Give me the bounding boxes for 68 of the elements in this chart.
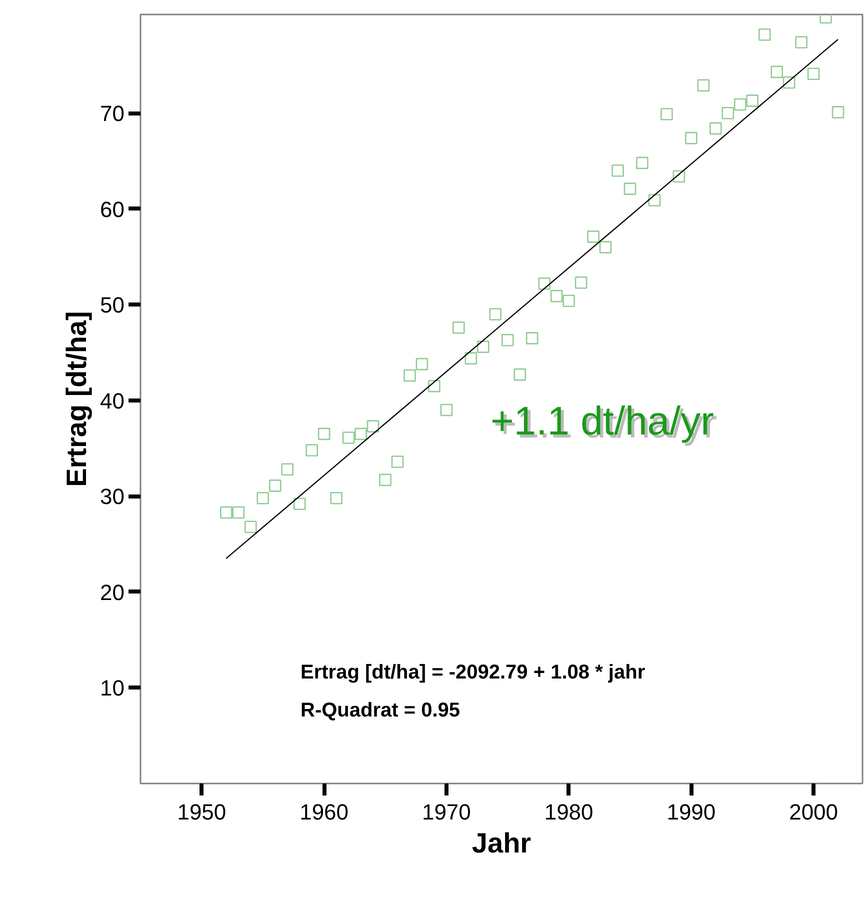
point bbox=[293, 498, 306, 510]
point bbox=[734, 98, 746, 111]
point bbox=[416, 358, 428, 370]
point bbox=[452, 322, 465, 334]
point bbox=[599, 241, 612, 254]
point bbox=[306, 444, 318, 456]
point bbox=[268, 480, 282, 492]
point bbox=[648, 194, 661, 206]
point bbox=[476, 340, 490, 353]
point bbox=[220, 506, 232, 519]
point bbox=[746, 94, 759, 107]
point bbox=[782, 76, 796, 89]
point bbox=[550, 290, 563, 302]
point bbox=[832, 106, 844, 118]
x-tick-label: 1980 bbox=[544, 800, 594, 824]
point bbox=[342, 432, 355, 444]
point bbox=[464, 352, 478, 364]
x-axis-title: Jahr bbox=[472, 828, 532, 858]
point bbox=[514, 368, 526, 381]
annotation: Ertrag [dt/ha] = -2092.79 + 1.08 * jahr bbox=[300, 662, 646, 684]
point bbox=[244, 520, 257, 533]
point bbox=[722, 106, 734, 120]
point bbox=[489, 308, 502, 320]
y-tick-label: 70 bbox=[100, 101, 125, 126]
point bbox=[685, 132, 698, 144]
point bbox=[660, 108, 673, 120]
point bbox=[379, 474, 392, 486]
y-tick-label: 10 bbox=[100, 676, 125, 701]
point bbox=[574, 276, 588, 289]
y-tick-label: 20 bbox=[100, 580, 125, 605]
point bbox=[807, 68, 820, 80]
annotation: R-Quadrat = 0.95 bbox=[300, 700, 460, 722]
y-axis-title: Ertrag [dt/ha] bbox=[61, 311, 92, 487]
point bbox=[710, 122, 722, 135]
point bbox=[636, 156, 648, 170]
point bbox=[758, 28, 771, 41]
y-tick-label: 40 bbox=[100, 388, 125, 414]
x-tick-label: 1970 bbox=[422, 800, 471, 824]
point bbox=[587, 230, 600, 243]
point bbox=[770, 66, 783, 78]
point bbox=[281, 463, 294, 476]
point bbox=[318, 428, 330, 440]
point bbox=[624, 182, 636, 195]
point bbox=[501, 334, 514, 346]
y-tick-label: 60 bbox=[100, 196, 125, 222]
point bbox=[538, 277, 550, 290]
point bbox=[795, 36, 808, 48]
x-tick-label: 2000 bbox=[789, 800, 838, 824]
x-tick-label: 1990 bbox=[666, 800, 716, 824]
point bbox=[526, 332, 538, 344]
point bbox=[354, 428, 367, 440]
point bbox=[562, 294, 575, 307]
point bbox=[391, 456, 404, 468]
y-tick-label: 50 bbox=[100, 292, 125, 318]
x-tick-label: 1960 bbox=[300, 800, 349, 824]
point bbox=[428, 380, 440, 392]
annotation: +1.1 dt/ha/yr bbox=[494, 402, 717, 446]
point bbox=[366, 420, 380, 432]
point bbox=[256, 492, 270, 504]
point bbox=[672, 170, 686, 182]
point bbox=[404, 369, 416, 382]
point bbox=[330, 492, 342, 504]
point bbox=[697, 79, 710, 92]
y-tick-label: 30 bbox=[100, 484, 125, 510]
point bbox=[232, 506, 245, 519]
point bbox=[440, 404, 453, 416]
point bbox=[612, 164, 624, 177]
x-tick-label: 1950 bbox=[177, 800, 226, 824]
